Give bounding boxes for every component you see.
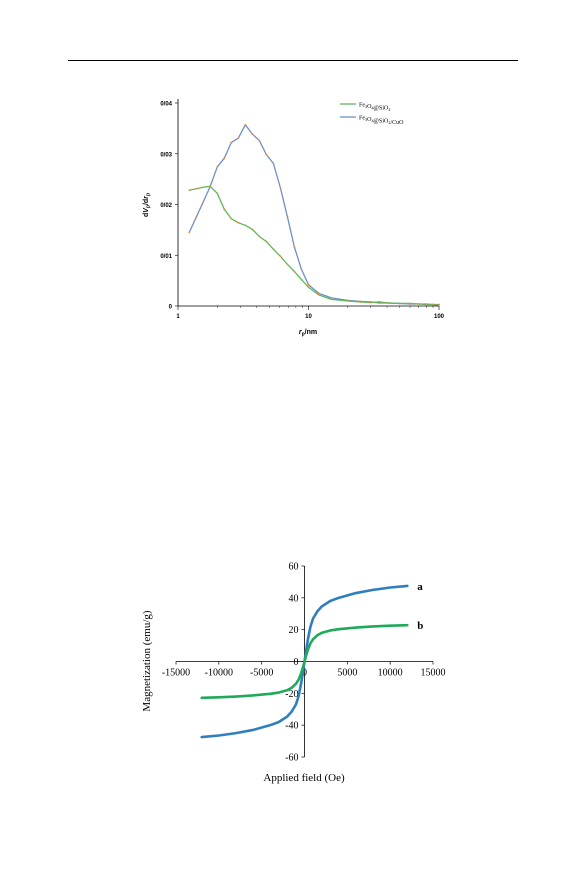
data-point [279,255,282,258]
data-point [202,201,205,203]
data-point [195,187,198,190]
data-point [398,302,401,305]
data-point [386,302,388,304]
data-point [409,302,411,305]
data-point [293,246,296,249]
data-point [251,133,254,135]
y-tick-label-2: -60 [285,753,298,764]
data-point [230,217,233,220]
series-line-b [200,623,409,700]
data-point [230,141,233,144]
data-point [330,298,333,301]
header-rule [68,60,518,61]
legend-label-0: Fe3O4@SiO2 [359,103,391,113]
y-tick-label-2: 40 [289,593,299,604]
data-point [300,268,303,271]
series-label-b: b [417,620,423,632]
data-point [223,208,226,210]
data-point [438,303,440,306]
data-point [346,300,349,302]
data-point [286,263,289,266]
x-tick-label-2: -5000 [250,668,273,679]
data-point [188,231,191,234]
data-point [317,293,320,296]
y-tick-label-2: 20 [289,625,299,636]
data-point [237,221,240,224]
y-tick-label: 0/03 [160,152,172,158]
data-point [258,139,261,142]
data-point [425,303,428,305]
x-tick-label-2: 10000 [378,668,403,679]
x-tick-label-2: 0 [302,668,307,679]
data-point [265,153,268,156]
data-point [216,192,219,195]
y-tick-label-2: 0 [294,657,299,668]
data-point [432,303,434,306]
data-point [279,186,282,189]
data-point [216,166,219,168]
data-point [417,303,420,305]
x-tick-label-2: -15000 [162,668,190,679]
data-point [293,270,296,273]
data-point [251,228,254,231]
x-tick-label-2: -10000 [205,668,233,679]
data-point [258,235,261,238]
y-tick-label-2: -20 [285,689,298,700]
data-point [286,215,289,218]
data-point [244,224,247,227]
y-tick-label-2: 60 [289,562,299,573]
x-axis-title-2: Applied field (Oe) [263,772,345,784]
x-axis-title: rp/nm [299,329,317,338]
data-point [307,286,310,289]
data-point [223,157,226,160]
data-point [272,248,275,251]
x-tick-label: 1 [176,314,180,320]
x-tick-label-2: 5000 [337,668,357,679]
data-point [209,185,211,188]
series-line-0 [189,185,439,306]
data-point [369,301,372,304]
data-point [307,283,310,286]
data-point [265,240,268,243]
legend-label-1: Fe3O4@SiO2/CuO [359,116,404,127]
x-tick-label: 10 [305,314,312,320]
x-tick-label: 100 [434,314,445,320]
data-point [330,296,333,299]
data-point [359,301,362,303]
data-point [237,137,240,139]
y-tick-label-2: -40 [285,721,298,732]
y-axis-title-2: Magnetization (emu/g) [141,610,153,711]
data-point [202,186,205,189]
y-tick-label: 0/01 [160,254,172,260]
y-tick-label: 0/04 [160,102,172,108]
series-line-1 [188,124,440,306]
y-tick-label: 0/02 [160,203,172,209]
x-tick-label-2: 15000 [421,668,446,679]
y-axis-title: dVp/drp [143,193,152,217]
data-point [195,216,198,219]
data-point [272,162,275,165]
data-point [378,301,381,303]
data-point [188,189,191,192]
series-label-a: a [417,581,423,593]
data-point [300,278,303,281]
y-tick-label: 0 [169,305,173,311]
data-point [244,123,247,126]
